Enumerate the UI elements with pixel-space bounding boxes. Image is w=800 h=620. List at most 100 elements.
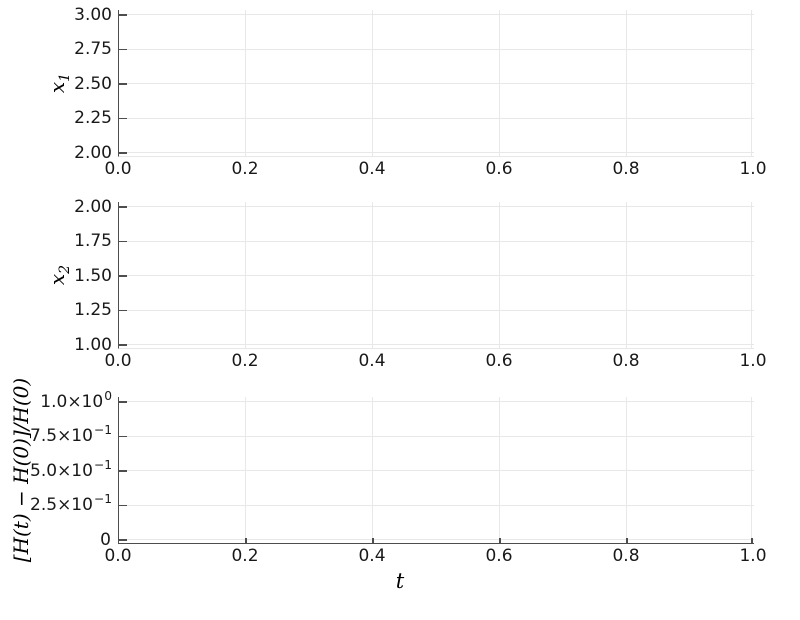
gridline-vertical — [245, 397, 246, 543]
gridline-horizontal — [119, 344, 754, 345]
x-tick-label: 0.0 — [104, 351, 132, 371]
y-tick-mark — [119, 117, 127, 120]
x-tick-label: 0.2 — [231, 351, 259, 371]
gridline-vertical — [245, 202, 246, 348]
x-axis-label-t: t — [395, 569, 405, 593]
x-tick-label: 0.4 — [358, 546, 386, 566]
y-tick-mark — [119, 240, 127, 243]
y-tick-label: 5.0×10−1 — [8, 457, 112, 482]
y-tick-mark — [119, 470, 127, 472]
y-tick-label: 2.00 — [74, 142, 112, 163]
gridline-horizontal — [119, 14, 754, 15]
gridline-horizontal — [119, 240, 754, 242]
y-tick-mantissa: 0 — [100, 529, 111, 550]
x-tick-label: 0.8 — [612, 159, 640, 179]
x-tick-mark — [626, 538, 628, 543]
gridline-vertical — [626, 397, 627, 543]
x-tick-mark — [372, 538, 374, 543]
y-tick-label: 1.00 — [74, 334, 112, 355]
gridline-vertical — [751, 397, 752, 543]
y-tick-mark — [119, 435, 127, 438]
x-tick-label: 0.4 — [358, 159, 386, 179]
gridline-vertical — [499, 10, 500, 156]
x-tick-label: 0.8 — [612, 546, 640, 566]
y-tick-label: 7.5×10−1 — [8, 423, 112, 447]
y-tick-exponent: −1 — [93, 457, 112, 472]
gridline-horizontal — [119, 504, 754, 506]
y-tick-mark — [119, 504, 127, 507]
x-tick-label: 1.0 — [739, 159, 767, 179]
gridline-horizontal — [119, 48, 754, 50]
y-tick-label: 1.25 — [74, 300, 112, 320]
y-tick-label: 2.75 — [74, 39, 112, 59]
x-tick-label: 0.0 — [104, 546, 132, 566]
x-tick-label: 0.4 — [358, 351, 386, 371]
y-tick-mark — [119, 539, 127, 541]
y-tick-mantissa: 5.0×10 — [30, 460, 93, 481]
y-tick-label: 3.00 — [74, 4, 112, 25]
x-tick-mark — [499, 538, 501, 543]
y-tick-mantissa: 1.0×10 — [40, 391, 104, 412]
y-tick-mantissa: 2.5×10 — [30, 495, 93, 515]
plot-area-energy-error — [118, 397, 754, 544]
gridline-horizontal — [119, 83, 754, 84]
y-tick-mark — [119, 14, 127, 16]
y-tick-mark — [119, 206, 127, 208]
x-tick-label: 0.6 — [485, 546, 513, 566]
x-tick-label: 0.8 — [612, 351, 640, 371]
x-tick-mark — [245, 538, 247, 543]
y-tick-mark — [119, 401, 127, 403]
x-tick-mark — [751, 538, 753, 543]
gridline-horizontal — [119, 539, 754, 540]
plot-area-x2 — [118, 202, 754, 349]
y-tick-label: 1.0×100 — [8, 388, 112, 413]
gridline-horizontal — [119, 309, 754, 311]
gridline-vertical — [499, 202, 500, 348]
y-tick-label: 1.50 — [74, 265, 112, 286]
x-tick-label: 0.0 — [104, 159, 132, 179]
gridline-vertical — [751, 202, 752, 348]
gridline-vertical — [626, 202, 627, 348]
y-tick-label: 2.00 — [74, 196, 112, 217]
y-tick-mark — [119, 309, 127, 312]
x-tick-label: 0.2 — [231, 159, 259, 179]
x-tick-label: 0.6 — [485, 159, 513, 179]
y-tick-exponent: −1 — [93, 423, 112, 438]
gridline-vertical — [372, 397, 373, 543]
y-tick-label: 1.75 — [74, 231, 112, 251]
gridline-horizontal — [119, 152, 754, 153]
y-tick-label: 2.5×10−1 — [8, 492, 112, 516]
gridline-vertical — [626, 10, 627, 156]
gridline-vertical — [372, 10, 373, 156]
subplot-energy-error: [H(t) − H(0)]/H(0) 1.0×100 7.5×10−1 5.0×… — [0, 378, 800, 600]
y-tick-mantissa: 7.5×10 — [30, 426, 93, 446]
plot-area-x1 — [118, 10, 754, 157]
gridline-vertical — [372, 202, 373, 348]
subplot-x2: x2 2.00 1.75 1.50 1.25 1.00 0.0 0.2 0.4 … — [0, 192, 800, 387]
y-tick-mark — [119, 152, 127, 154]
gridline-horizontal — [119, 435, 754, 437]
y-tick-mark — [119, 48, 127, 51]
y-tick-mark — [119, 344, 127, 346]
gridline-vertical — [499, 397, 500, 543]
y-tick-exponent: −1 — [93, 492, 112, 507]
gridline-vertical — [751, 10, 752, 156]
x-tick-label: 0.6 — [485, 351, 513, 371]
gridline-vertical — [245, 10, 246, 156]
y-tick-exponent: 0 — [104, 388, 112, 403]
gridline-horizontal — [119, 117, 754, 119]
y-tick-label: 0 — [8, 529, 112, 551]
figure: x1 3.00 2.75 2.50 2.25 2.00 0.0 0.2 0.4 … — [0, 0, 800, 600]
y-tick-label: 2.50 — [74, 73, 112, 94]
gridline-horizontal — [119, 275, 754, 276]
x-tick-label: 0.2 — [231, 546, 259, 566]
x-tick-label: 1.0 — [739, 351, 767, 371]
gridline-horizontal — [119, 470, 754, 471]
y-tick-mark — [119, 275, 127, 277]
subplot-x1: x1 3.00 2.75 2.50 2.25 2.00 0.0 0.2 0.4 … — [0, 0, 800, 192]
gridline-horizontal — [119, 206, 754, 207]
y-tick-label: 2.25 — [74, 108, 112, 128]
y-tick-mark — [119, 83, 127, 85]
gridline-horizontal — [119, 401, 754, 402]
x-tick-label: 1.0 — [739, 546, 767, 566]
